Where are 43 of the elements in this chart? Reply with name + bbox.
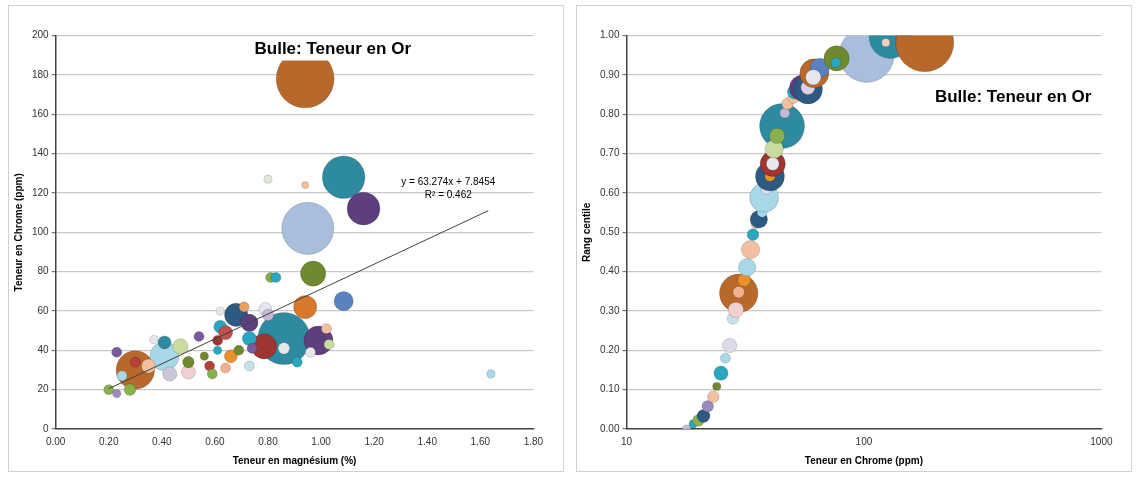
x-tick-label: 1.20: [364, 435, 385, 447]
y-tick-label: 120: [32, 186, 50, 198]
annotation: R² = 0.462: [424, 189, 473, 201]
x-tick-label: 0.20: [99, 435, 119, 447]
x-tick-label: 10: [620, 435, 633, 447]
y-tick-label: 0.10: [599, 383, 620, 395]
y-tick-label: 0.50: [599, 226, 620, 238]
annotation: Bulle: Teneur en Or: [254, 39, 412, 59]
y-tick-label: 20: [37, 383, 50, 395]
x-tick-label: 1.40: [417, 435, 438, 447]
y-tick-label: 60: [37, 304, 50, 316]
x-tick-label: 0.00: [45, 435, 66, 447]
x-tick-label: 1.00: [311, 435, 332, 447]
y-axis-title: Teneur en Chrome (ppm): [12, 173, 24, 292]
x-tick-label: 0.60: [205, 435, 226, 447]
y-tick-label: 200: [32, 29, 50, 41]
x-tick-label: 1.80: [523, 435, 544, 447]
y-tick-label: 0.00: [599, 422, 620, 434]
y-tick-label: 0.20: [599, 344, 620, 356]
y-tick-label: 0.40: [599, 265, 620, 277]
y-tick-label: 140: [32, 147, 50, 159]
y-tick-label: 0: [43, 422, 50, 434]
y-tick-label: 0.60: [599, 186, 620, 198]
annotation: Bulle: Teneur en Or: [934, 87, 1092, 107]
y-tick-label: 0.90: [599, 68, 620, 80]
y-tick-label: 180: [32, 68, 50, 80]
x-tick-label: 0.80: [258, 435, 279, 447]
y-tick-label: 0.70: [599, 147, 620, 159]
y-tick-label: 1.00: [599, 29, 620, 41]
annotation: y = 63.274x + 7.8454: [401, 176, 496, 188]
y-tick-label: 40: [37, 344, 50, 356]
x-tick-label: 0.40: [152, 435, 173, 447]
x-axis-title: Teneur en magnésium (%): [232, 454, 357, 466]
y-tick-label: 0.30: [599, 304, 620, 316]
y-tick-label: 160: [32, 108, 50, 120]
x-axis-title: Teneur en Chrome (ppm): [804, 454, 924, 466]
x-tick-label: 1.60: [470, 435, 491, 447]
x-tick-label: 100: [855, 435, 873, 447]
x-tick-label: 1000: [1090, 435, 1113, 447]
y-tick-label: 0.80: [599, 108, 620, 120]
y-tick-label: 100: [32, 226, 50, 238]
y-axis-title: Rang centile: [580, 202, 592, 263]
y-tick-label: 80: [37, 265, 50, 277]
